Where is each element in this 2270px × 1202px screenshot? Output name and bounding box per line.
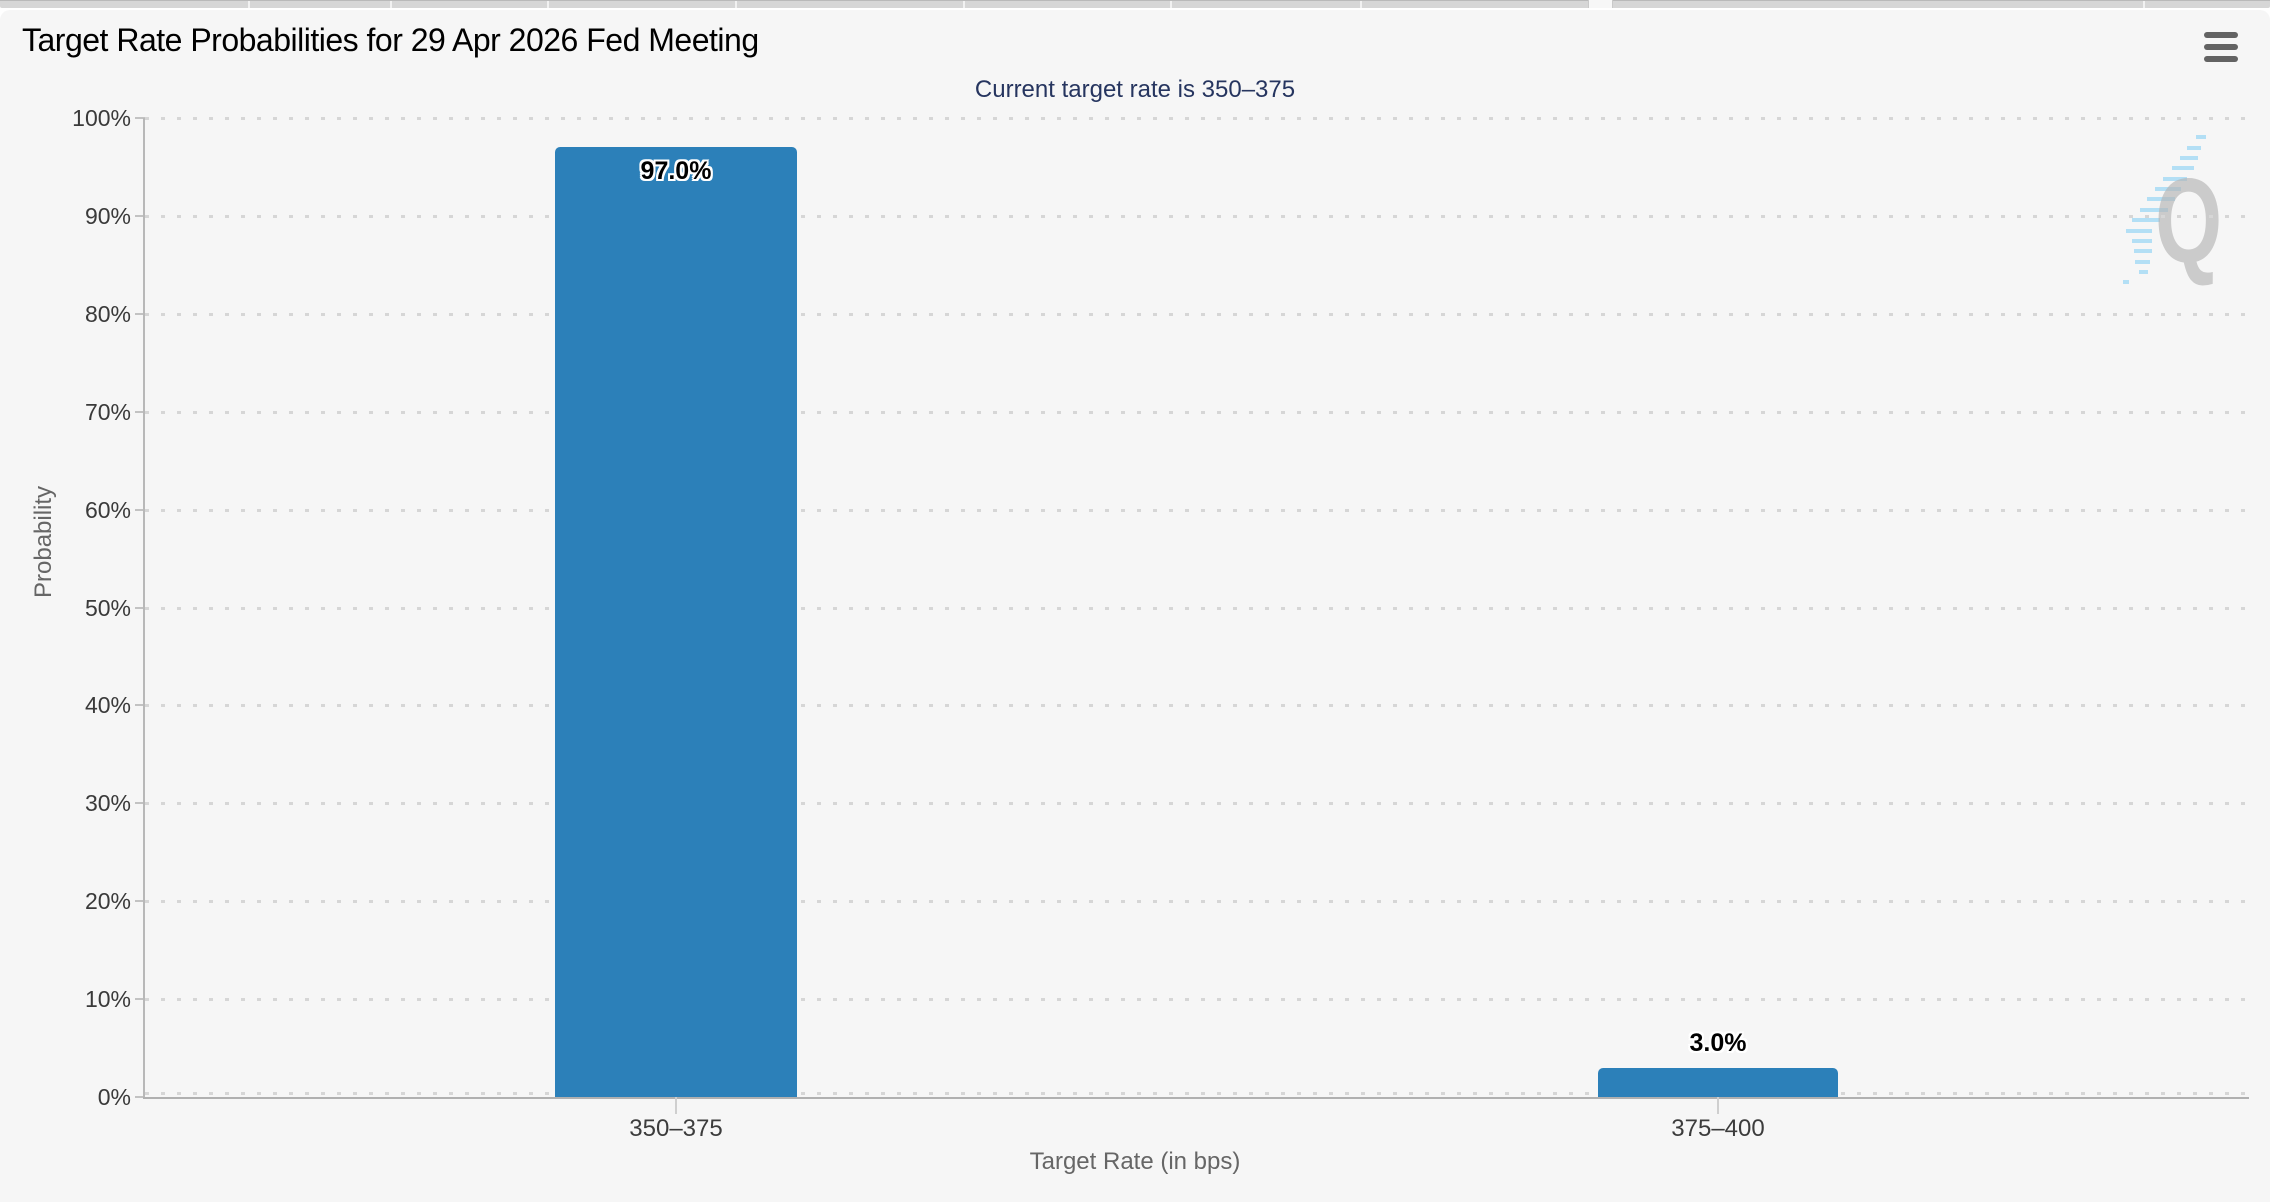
tab-divider bbox=[1360, 1, 1362, 8]
y-tick bbox=[135, 410, 145, 413]
tab-divider bbox=[248, 1, 250, 8]
y-tick bbox=[135, 1096, 145, 1098]
y-tick-label: 10% bbox=[84, 986, 131, 1013]
y-tick bbox=[135, 606, 145, 609]
y-tick-label: 30% bbox=[84, 790, 131, 817]
gridline bbox=[145, 606, 2249, 610]
bar-value-label: 3.0% bbox=[1689, 1028, 1747, 1057]
bar-350-375[interactable]: 97.0% bbox=[555, 147, 797, 1097]
y-tick-label: 90% bbox=[84, 202, 131, 229]
y-tick-label: 20% bbox=[84, 888, 131, 915]
gridline bbox=[145, 117, 2249, 120]
fedwatch-chart: Target Rate Probabilities for 29 Apr 202… bbox=[0, 10, 2270, 1202]
y-tick bbox=[135, 704, 145, 707]
gridline bbox=[145, 802, 2249, 806]
gridline bbox=[145, 998, 2249, 1002]
gridline bbox=[145, 508, 2249, 512]
hamburger-bar bbox=[2204, 32, 2238, 38]
tab-divider bbox=[963, 1, 965, 8]
gridline bbox=[145, 214, 2249, 218]
y-tick bbox=[135, 508, 145, 511]
y-tick bbox=[135, 900, 145, 903]
y-tick-label: 70% bbox=[84, 398, 131, 425]
y-axis-line bbox=[143, 118, 145, 1097]
y-tick-label: 60% bbox=[84, 496, 131, 523]
tab-divider bbox=[390, 1, 392, 8]
x-category-label: 375–400 bbox=[1671, 1115, 1765, 1142]
y-tick bbox=[135, 214, 145, 217]
gridline bbox=[145, 900, 2249, 904]
tab-strip[interactable] bbox=[0, 0, 2270, 8]
hamburger-bar bbox=[2204, 56, 2238, 62]
y-axis-title: Probability bbox=[30, 485, 57, 598]
hamburger-bar bbox=[2204, 44, 2238, 50]
chart-subtitle: Current target rate is 350–375 bbox=[974, 76, 1296, 103]
tab-divider bbox=[1170, 1, 1172, 8]
y-tick-label: 0% bbox=[97, 1084, 131, 1110]
bar-375-400[interactable]: 3.0% bbox=[1598, 1029, 1838, 1097]
y-tick bbox=[135, 312, 145, 315]
x-category-label: 350–375 bbox=[629, 1115, 723, 1142]
gridline bbox=[145, 704, 2249, 708]
y-tick-label: 80% bbox=[84, 300, 131, 327]
y-tick bbox=[135, 802, 145, 805]
y-tick bbox=[135, 998, 145, 1001]
chart-title: Target Rate Probabilities for 29 Apr 202… bbox=[22, 22, 759, 58]
x-tick bbox=[1717, 1097, 1719, 1114]
plot-area: 0% 10% 20% 30% 40% 50% 60% 70% 80% 90% 100% 97.0% … bbox=[72, 106, 2249, 1142]
gridline bbox=[145, 410, 2249, 414]
x-axis-title: Target Rate (in bps) bbox=[1029, 1148, 1241, 1175]
gridline bbox=[145, 312, 2249, 316]
tab-divider bbox=[735, 1, 737, 8]
gridline bbox=[145, 1092, 2249, 1095]
y-tick-label: 50% bbox=[84, 594, 131, 621]
x-tick bbox=[675, 1097, 677, 1114]
y-tick-label: 100% bbox=[72, 105, 131, 131]
y-tick-label: 40% bbox=[84, 692, 131, 719]
tab-divider bbox=[2143, 1, 2145, 8]
y-tick bbox=[135, 117, 145, 119]
tab-divider bbox=[547, 1, 549, 8]
bar-value-label: 97.0% bbox=[640, 157, 712, 186]
active-tab-remnant[interactable] bbox=[1588, 0, 1613, 8]
x-axis-line bbox=[143, 1097, 2249, 1099]
hamburger-menu-icon[interactable] bbox=[2204, 32, 2242, 62]
